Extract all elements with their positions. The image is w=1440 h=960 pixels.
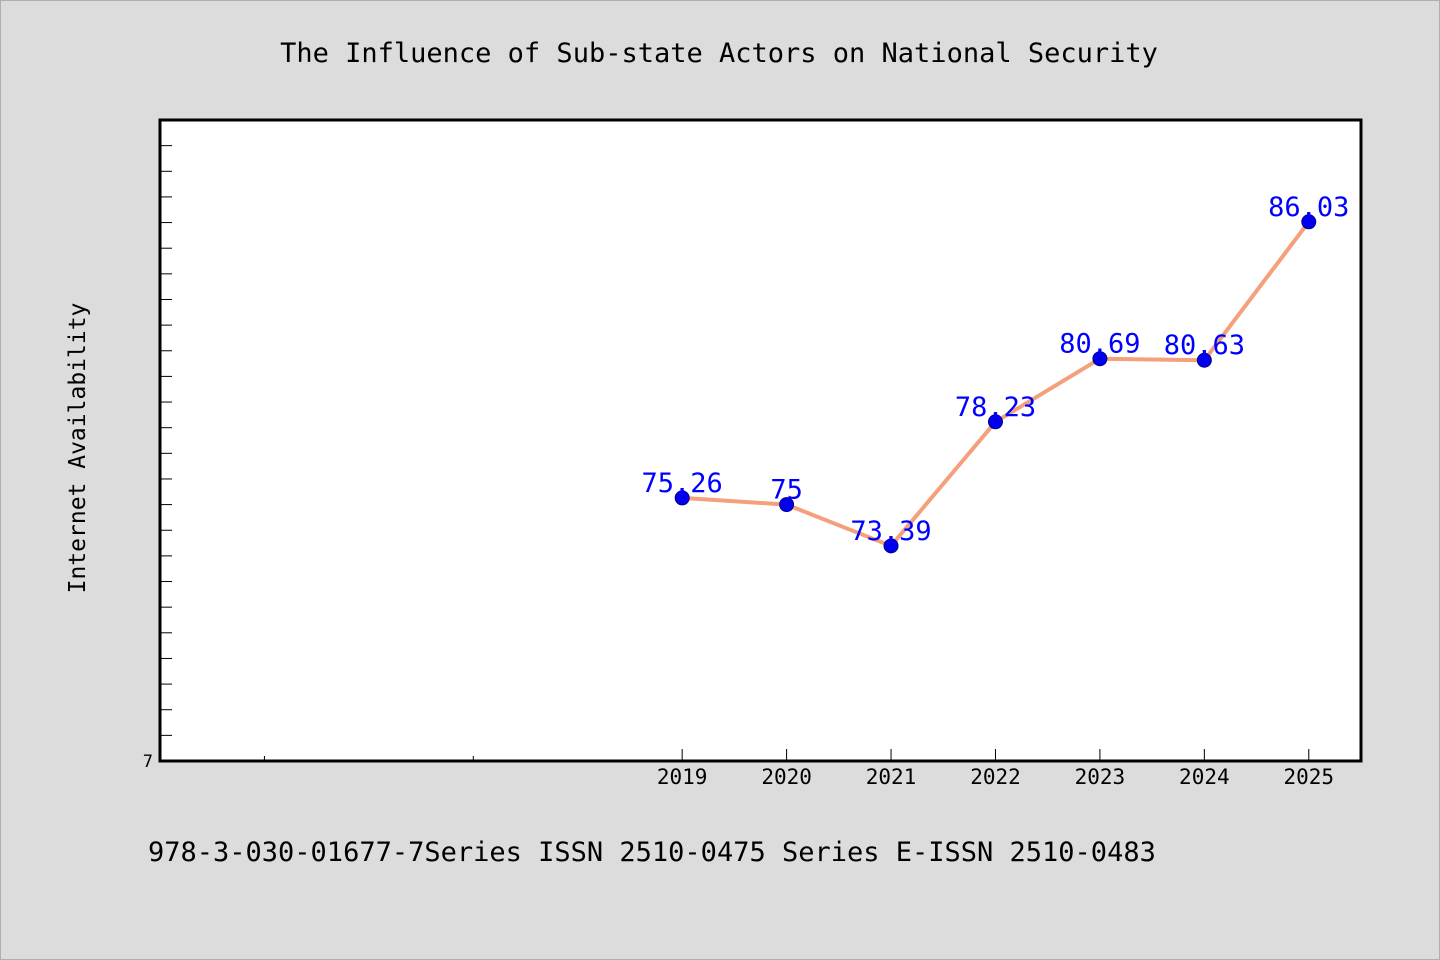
data-point [779, 497, 795, 513]
data-point [883, 538, 899, 554]
data-point [987, 414, 1003, 430]
data-label: 73.39 [850, 516, 931, 547]
data-point [1196, 352, 1212, 368]
footer-text: 978-3-030-01677-7Series ISSN 2510-0475 S… [148, 837, 1156, 868]
x-tick-label: 2022 [970, 765, 1021, 789]
x-tick-label: 2019 [657, 765, 708, 789]
data-label: 75 [770, 475, 803, 506]
x-axis-ticks [681, 749, 1310, 761]
x-axis-tick-labels: 2019 2020 2021 2022 2023 2024 2025 [657, 765, 1334, 789]
data-point [1092, 351, 1108, 367]
data-label: 80.63 [1164, 330, 1245, 361]
data-label: 78.23 [955, 392, 1036, 423]
x-tick-label: 2023 [1075, 765, 1126, 789]
data-point [1301, 214, 1317, 230]
series-markers [674, 214, 1317, 554]
x-tick-label: 2021 [866, 765, 917, 789]
x-tick-label: 2024 [1179, 765, 1230, 789]
plot-area [158, 118, 1363, 763]
y-axis-ticks [160, 145, 172, 736]
data-labels: 75.26 75 73.39 78.23 80.69 80.63 86.03 [642, 192, 1350, 547]
data-label: 86.03 [1268, 192, 1349, 223]
data-label: 80.69 [1059, 329, 1140, 360]
y-axis-label: Internet Availability [65, 303, 91, 594]
x-tick-label: 2020 [761, 765, 812, 789]
x-axis-minor-ticks [263, 756, 474, 761]
chart-title: The Influence of Sub-state Actors on Nat… [280, 38, 1158, 69]
x-tick-label: 2025 [1283, 765, 1334, 789]
y-tick-label: 7 [143, 752, 153, 772]
data-point [674, 490, 690, 506]
data-label: 75.26 [642, 468, 723, 499]
